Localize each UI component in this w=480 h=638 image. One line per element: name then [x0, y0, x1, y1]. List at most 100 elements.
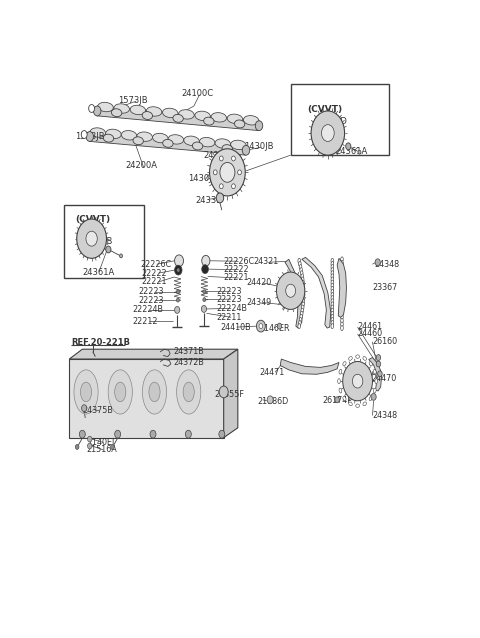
Ellipse shape	[130, 105, 145, 115]
Polygon shape	[280, 359, 339, 375]
Ellipse shape	[184, 136, 199, 145]
Text: 24355F: 24355F	[215, 390, 244, 399]
Ellipse shape	[301, 277, 304, 282]
Ellipse shape	[298, 258, 300, 263]
Text: 22212: 22212	[132, 316, 158, 326]
Circle shape	[203, 290, 206, 293]
Ellipse shape	[331, 286, 334, 291]
Ellipse shape	[302, 290, 305, 294]
Ellipse shape	[179, 110, 194, 119]
Ellipse shape	[299, 265, 302, 269]
Circle shape	[346, 143, 351, 150]
Circle shape	[255, 121, 263, 131]
Ellipse shape	[90, 128, 106, 137]
Text: 1140ER: 1140ER	[259, 323, 289, 332]
Circle shape	[87, 436, 92, 442]
Circle shape	[311, 111, 345, 155]
Text: 1430JB: 1430JB	[188, 174, 218, 183]
Ellipse shape	[343, 396, 346, 401]
Ellipse shape	[133, 137, 144, 145]
Ellipse shape	[331, 265, 334, 269]
Ellipse shape	[341, 315, 343, 320]
Text: 24371B: 24371B	[173, 347, 204, 356]
Ellipse shape	[302, 280, 304, 285]
Bar	[64, 205, 144, 278]
Text: 24100C: 24100C	[181, 89, 213, 98]
Polygon shape	[337, 258, 347, 317]
Text: 21516A: 21516A	[87, 445, 118, 454]
Circle shape	[185, 430, 192, 438]
Circle shape	[177, 298, 180, 302]
Ellipse shape	[348, 402, 352, 406]
Ellipse shape	[341, 279, 343, 283]
Ellipse shape	[331, 302, 334, 307]
Ellipse shape	[243, 115, 259, 125]
Bar	[290, 84, 389, 155]
Ellipse shape	[302, 295, 305, 300]
Ellipse shape	[331, 315, 334, 319]
Circle shape	[110, 445, 114, 449]
Circle shape	[87, 443, 92, 449]
Text: 22223: 22223	[138, 287, 164, 296]
Circle shape	[219, 184, 223, 189]
Polygon shape	[89, 131, 246, 155]
Text: 24375B: 24375B	[83, 406, 113, 415]
Circle shape	[89, 105, 95, 112]
Ellipse shape	[341, 260, 343, 265]
Ellipse shape	[168, 135, 184, 144]
Ellipse shape	[331, 299, 334, 304]
Ellipse shape	[363, 357, 367, 360]
Ellipse shape	[331, 290, 334, 294]
Ellipse shape	[301, 305, 304, 310]
Ellipse shape	[339, 388, 342, 393]
Ellipse shape	[302, 286, 305, 291]
Polygon shape	[285, 259, 302, 328]
Text: 24211: 24211	[203, 151, 229, 160]
Circle shape	[371, 394, 376, 400]
Text: 22223: 22223	[138, 295, 164, 304]
Text: 1573JB: 1573JB	[75, 132, 105, 141]
Text: (CVVT): (CVVT)	[75, 214, 110, 223]
Ellipse shape	[81, 382, 92, 402]
Ellipse shape	[301, 274, 303, 279]
Polygon shape	[69, 359, 224, 438]
Ellipse shape	[146, 107, 162, 116]
Circle shape	[75, 445, 79, 449]
Ellipse shape	[341, 275, 343, 280]
Text: 23367: 23367	[372, 283, 398, 292]
Circle shape	[219, 430, 225, 438]
Ellipse shape	[302, 283, 305, 288]
Ellipse shape	[222, 145, 232, 152]
Text: 24461: 24461	[358, 322, 383, 330]
Text: 24350D: 24350D	[315, 117, 348, 126]
Ellipse shape	[341, 286, 343, 291]
Polygon shape	[224, 349, 238, 438]
Text: 24420: 24420	[246, 278, 271, 287]
Text: 24349: 24349	[246, 298, 271, 307]
Ellipse shape	[341, 268, 343, 272]
Ellipse shape	[183, 382, 194, 402]
Ellipse shape	[192, 142, 203, 150]
Ellipse shape	[331, 293, 334, 297]
Ellipse shape	[199, 137, 215, 147]
Circle shape	[214, 170, 217, 175]
Circle shape	[202, 265, 208, 274]
Circle shape	[242, 145, 250, 155]
Text: 1430JB: 1430JB	[244, 142, 274, 151]
Ellipse shape	[356, 355, 360, 359]
Ellipse shape	[341, 318, 343, 323]
Circle shape	[276, 272, 305, 309]
Ellipse shape	[341, 297, 343, 302]
Text: 22226C: 22226C	[140, 260, 171, 269]
Ellipse shape	[114, 104, 130, 113]
Ellipse shape	[341, 308, 343, 313]
Circle shape	[352, 375, 363, 388]
Text: 22224B: 22224B	[132, 306, 164, 315]
Circle shape	[115, 430, 120, 438]
Text: (CVVT): (CVVT)	[307, 105, 343, 114]
Text: 22223: 22223	[216, 286, 242, 296]
Text: 22222: 22222	[224, 265, 249, 274]
Ellipse shape	[341, 304, 343, 309]
Ellipse shape	[341, 271, 343, 276]
Circle shape	[210, 149, 245, 196]
